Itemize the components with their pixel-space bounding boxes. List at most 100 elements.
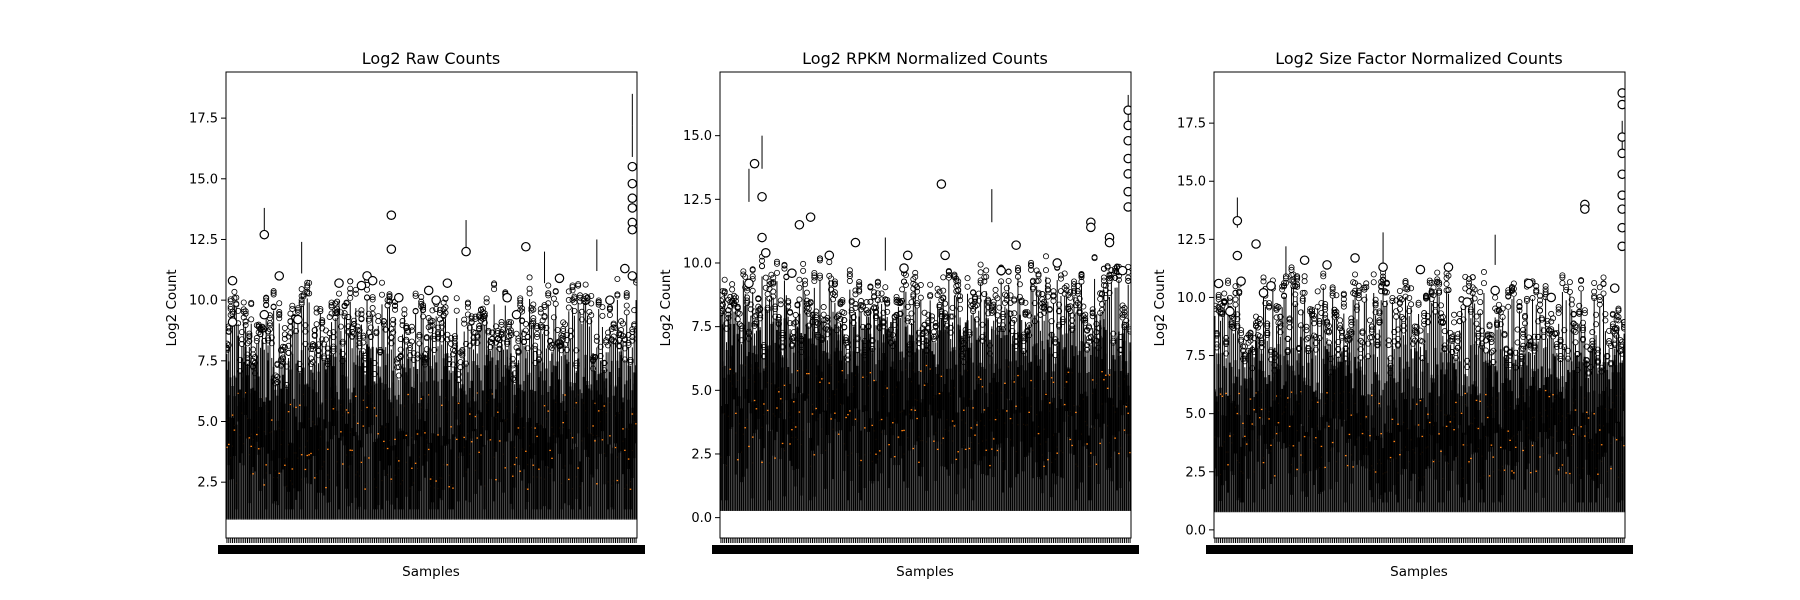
outlier-point: [831, 278, 838, 285]
outlier-point: [902, 281, 909, 288]
outlier-point: [554, 326, 561, 333]
outlier-point: [1039, 300, 1046, 307]
outlier-point: [1600, 290, 1607, 297]
outlier-point: [1486, 321, 1493, 328]
outlier-point: [610, 333, 617, 340]
outlier-point: [586, 318, 593, 325]
outlier-point: [990, 308, 997, 315]
overlap-band: [1214, 343, 1625, 513]
outlier-point: [504, 340, 511, 347]
outlier-point: [1022, 299, 1029, 306]
outlier-point: [526, 285, 533, 292]
outlier-point: [792, 311, 799, 318]
outlier-point: [1253, 313, 1260, 320]
outlier-point: [1615, 305, 1622, 312]
outlier-point: [1003, 296, 1010, 303]
outlier-point: [603, 339, 610, 346]
outlier-point: [517, 300, 524, 307]
outlier-point: [515, 347, 522, 354]
outlier-point: [1348, 330, 1355, 337]
outlier-point: [1297, 322, 1304, 329]
outlier-point: [502, 292, 512, 303]
outlier-point: [358, 315, 365, 322]
outlier-point: [1104, 237, 1115, 248]
y-axis: 0.0 2.5 5.0 7.5 10.0 12.5 15.0 17.5: [1177, 117, 1214, 538]
outlier-point: [614, 291, 621, 298]
outlier-point: [610, 338, 617, 345]
outlier-point: [904, 318, 911, 325]
outlier-point: [1028, 259, 1035, 266]
outlier-point: [627, 193, 637, 204]
outlier-point: [233, 301, 240, 308]
outlier-point: [1533, 289, 1540, 296]
plot-area: [720, 94, 1131, 511]
outlier-point: [541, 303, 548, 310]
outlier-point: [1615, 313, 1622, 320]
outlier-point: [1039, 304, 1046, 311]
outlier-point: [1123, 120, 1131, 131]
outlier-point: [1434, 269, 1441, 276]
outlier-point: [1071, 281, 1078, 288]
outlier-point: [541, 302, 548, 309]
outlier-point: [1527, 339, 1534, 346]
outlier-point: [800, 260, 807, 267]
outlier-point: [287, 330, 294, 337]
outlier-point: [1484, 331, 1491, 338]
outlier-point: [1522, 320, 1529, 327]
outlier-point: [1480, 269, 1487, 276]
outlier-point: [1512, 349, 1519, 356]
outlier-point: [464, 299, 471, 306]
outlier-point: [744, 287, 751, 294]
outlier-point: [1477, 309, 1484, 316]
outlier-point: [511, 309, 522, 320]
outlier-point: [1572, 322, 1579, 329]
outlier-point: [567, 333, 574, 340]
outlier-point: [226, 347, 230, 354]
outlier-point: [1466, 279, 1473, 286]
outlier-point: [1531, 344, 1538, 351]
outlier-point: [1441, 342, 1448, 349]
outlier-point: [578, 316, 585, 323]
outlier-point: [972, 295, 979, 302]
outlier-point: [1536, 301, 1543, 308]
outlier-point: [436, 316, 443, 323]
outlier-point: [1007, 292, 1014, 299]
outlier-point: [957, 305, 964, 312]
outlier-point: [569, 284, 576, 291]
outlier-point: [972, 303, 979, 310]
outlier-point: [725, 307, 732, 314]
outlier-point: [547, 338, 554, 345]
outlier-point: [1127, 328, 1131, 335]
outlier-point: [405, 329, 412, 336]
outlier-point: [435, 324, 442, 331]
outlier-point: [489, 339, 496, 346]
outlier-point: [794, 219, 805, 230]
outlier-point: [947, 313, 954, 320]
outlier-point: [1398, 296, 1405, 303]
outlier-point: [315, 347, 322, 354]
outlier-point: [418, 300, 425, 307]
outlier-point: [940, 274, 947, 281]
outlier-point: [1340, 303, 1347, 310]
outlier-point: [474, 332, 481, 339]
outlier-point: [1617, 148, 1625, 159]
outlier-point: [1230, 322, 1237, 329]
outlier-point: [1606, 327, 1613, 334]
outlier-point: [1352, 291, 1359, 298]
outlier-point: [324, 349, 331, 356]
outlier-point: [1475, 330, 1482, 337]
outlier-point: [968, 302, 975, 309]
outlier-point: [1337, 317, 1344, 324]
outlier-point: [787, 320, 794, 327]
outlier-point: [981, 291, 988, 298]
y-tick-label: 10.0: [683, 256, 712, 271]
outlier-point: [302, 340, 309, 347]
outlier-point: [268, 334, 275, 341]
panel-raw-counts: Log2 Raw Counts Samples Log2 Count 2.5 5.…: [164, 49, 645, 580]
outlier-point: [1228, 319, 1235, 326]
outlier-point: [977, 277, 984, 284]
outlier-point: [627, 271, 637, 281]
outlier-point: [1376, 317, 1383, 324]
outlier-point: [341, 313, 348, 320]
outlier-point: [1580, 204, 1590, 214]
